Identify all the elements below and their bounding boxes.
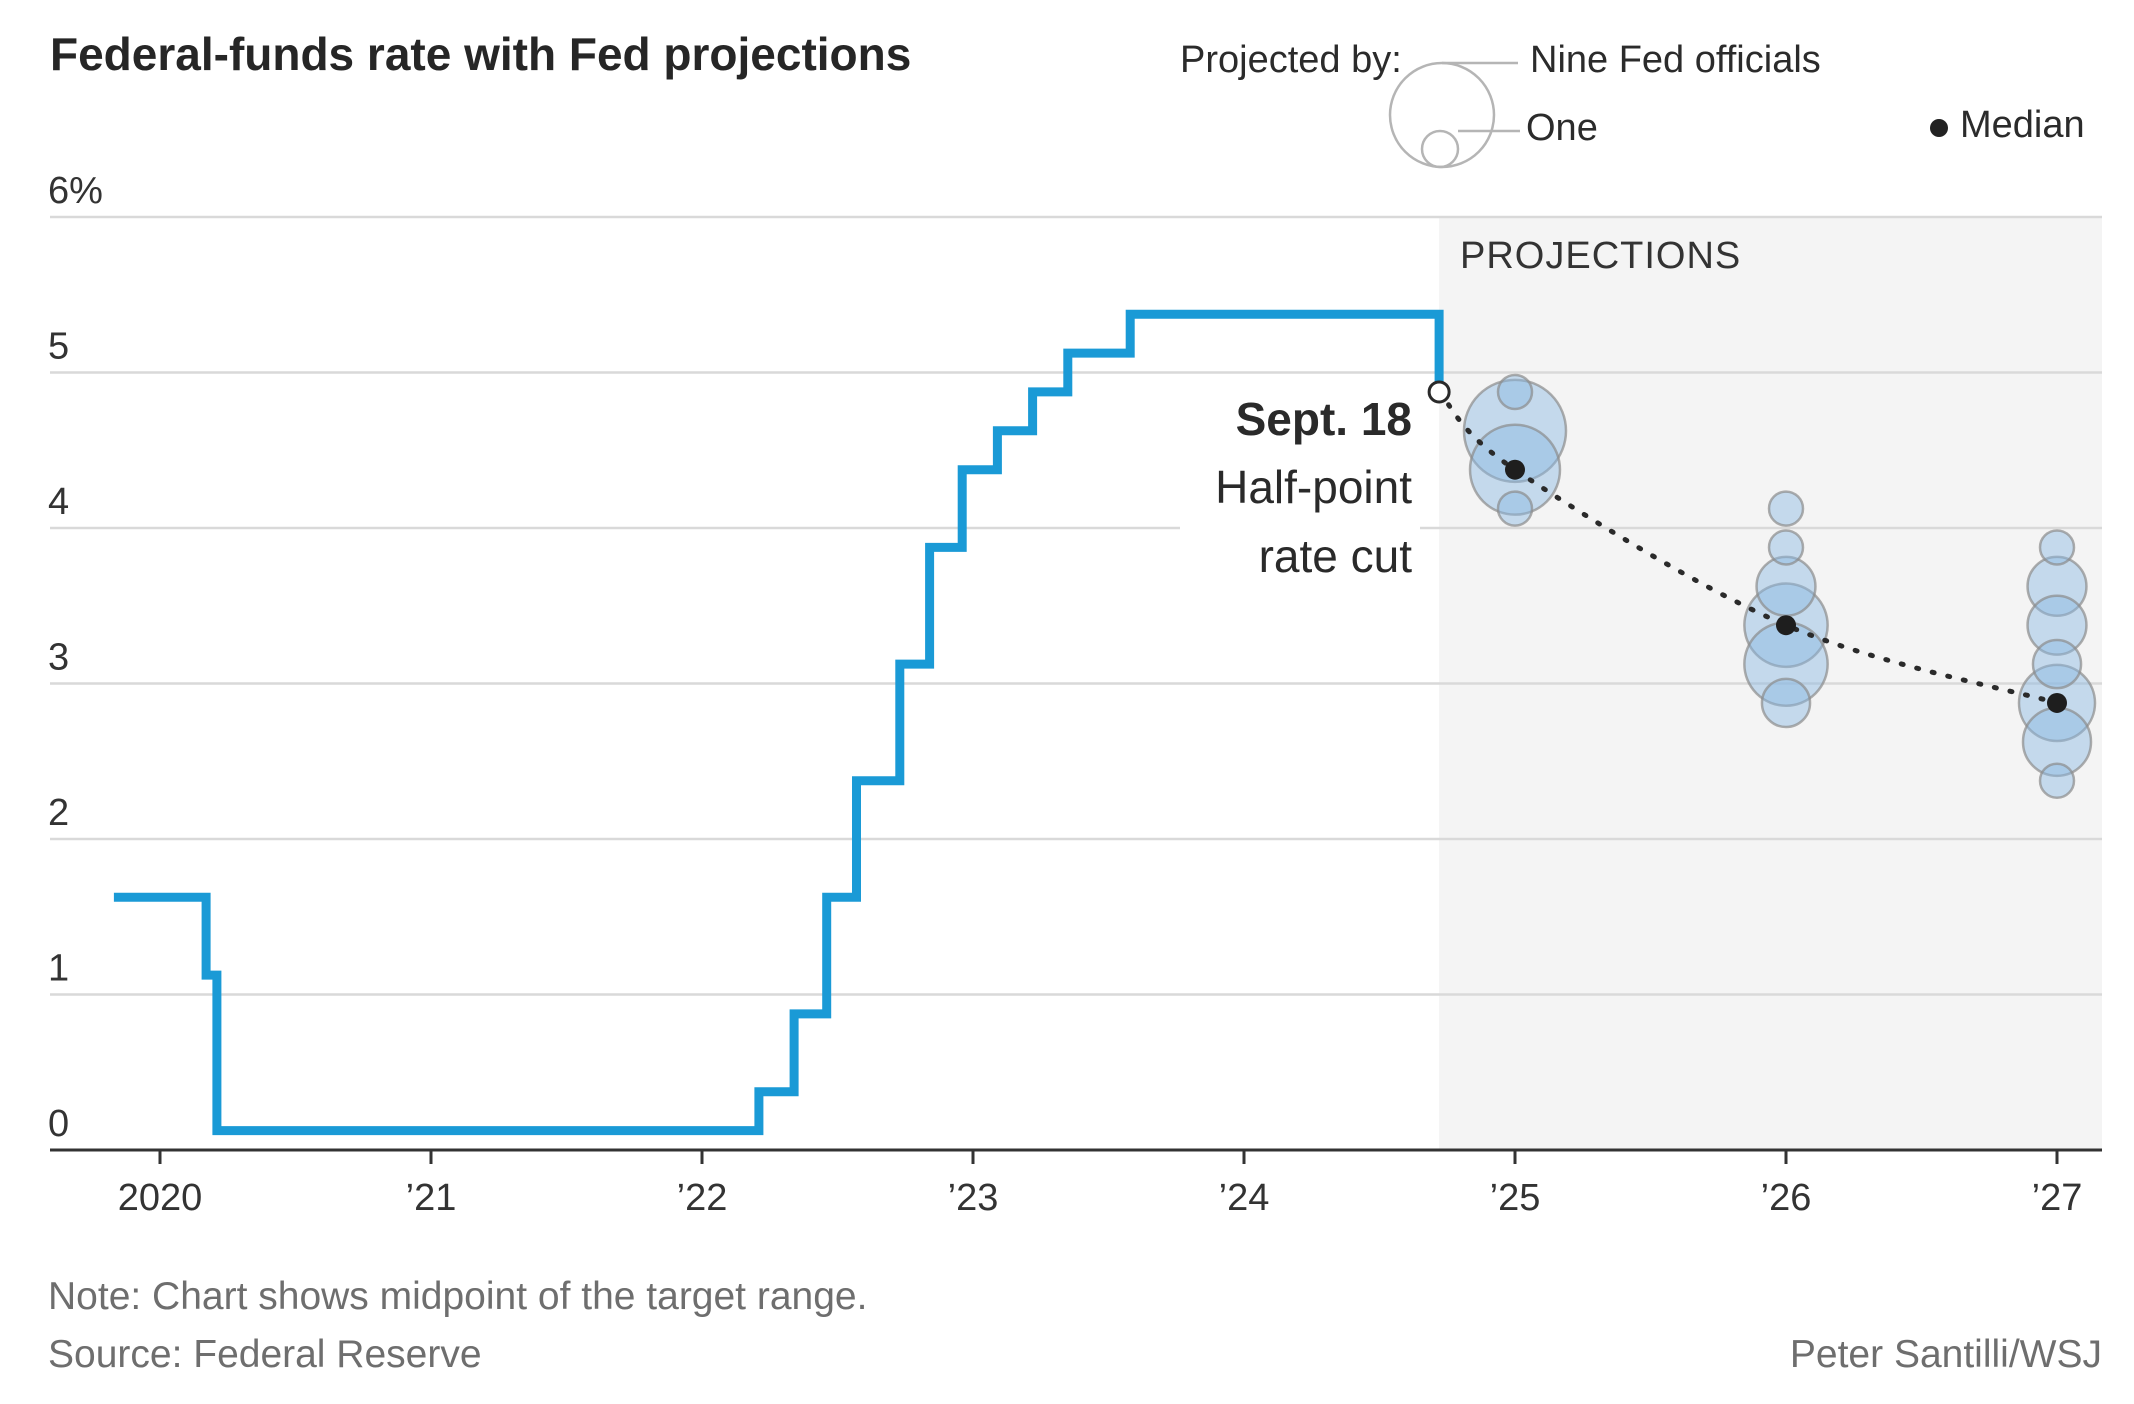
projection-dot: [1755, 555, 1817, 618]
x-tick-label: ’27: [2032, 1177, 2083, 1219]
y-tick-label: 4: [48, 481, 69, 523]
x-tick-label: ’21: [406, 1177, 457, 1219]
projection-dot: [1496, 490, 1534, 527]
annotation-date: Sept. 18: [1236, 393, 1412, 445]
annotation: Sept. 18 Half-point rate cut: [1180, 380, 1420, 590]
y-tick-label: 3: [48, 637, 69, 679]
y-tick-label: 5: [48, 326, 69, 368]
annotation-line-1: Half-point: [1215, 461, 1412, 513]
x-tick-label: ’24: [1219, 1177, 1270, 1219]
projection-dot: [2026, 594, 2088, 656]
chart-title: Federal-funds rate with Fed projections: [50, 28, 911, 80]
projection-dot: [1760, 677, 1812, 729]
projection-dot: [1767, 529, 1805, 566]
median-dot: [2047, 692, 2067, 713]
x-tick-label: ’26: [1761, 1177, 1812, 1219]
footer-note: Note: Chart shows midpoint of the target…: [48, 1275, 867, 1318]
projection-dot: [1462, 378, 1568, 484]
legend-nine-bubble: [1388, 61, 1496, 169]
x-tick-label: 2020: [118, 1177, 203, 1219]
x-tick-label: ’25: [1490, 1177, 1541, 1219]
median-dot: [1505, 459, 1525, 480]
legend-one-bubble: [1420, 129, 1460, 169]
x-tick-label: ’22: [677, 1177, 728, 1219]
projection-dot: [2038, 529, 2076, 566]
footer-source: Source: Federal Reserve: [48, 1333, 482, 1376]
median-dot: [1776, 615, 1796, 636]
legend-median-dot: [1930, 119, 1948, 137]
projections-label: PROJECTIONS: [1460, 235, 1741, 277]
legend: Projected by: Nine Fed officials One Med…: [1180, 39, 2085, 169]
sept-18-marker: [1427, 380, 1451, 404]
x-axis: 2020 ’21 ’22 ’23 ’24 ’25 ’26 ’27: [50, 1148, 2102, 1219]
gridlines: [50, 215, 2102, 996]
x-tick-label: ’23: [948, 1177, 999, 1219]
annotation-backdrop: [1180, 380, 1420, 590]
legend-nine-label: Nine Fed officials: [1530, 39, 1821, 81]
legend-median-label: Median: [1960, 104, 2085, 146]
median-markers: [1505, 459, 2067, 713]
legend-one-label: One: [1526, 107, 1598, 149]
y-tick-label: 1: [48, 948, 69, 990]
fed-funds-rate-line: [113, 309, 1444, 1136]
annotation-line-2: rate cut: [1259, 530, 1413, 582]
legend-label: Projected by:: [1180, 39, 1402, 81]
y-tick-label: 6%: [48, 170, 103, 212]
projection-dot: [1496, 373, 1534, 411]
footer-credit: Peter Santilli/WSJ: [1790, 1333, 2102, 1376]
y-tick-label: 2: [48, 792, 69, 834]
projection-dot: [2038, 762, 2076, 799]
y-tick-label: 0: [48, 1103, 69, 1145]
projection-dot: [2031, 638, 2083, 690]
projection-dot: [1767, 490, 1805, 527]
y-axis: 0 1 2 3 4 5 6%: [48, 170, 103, 1145]
